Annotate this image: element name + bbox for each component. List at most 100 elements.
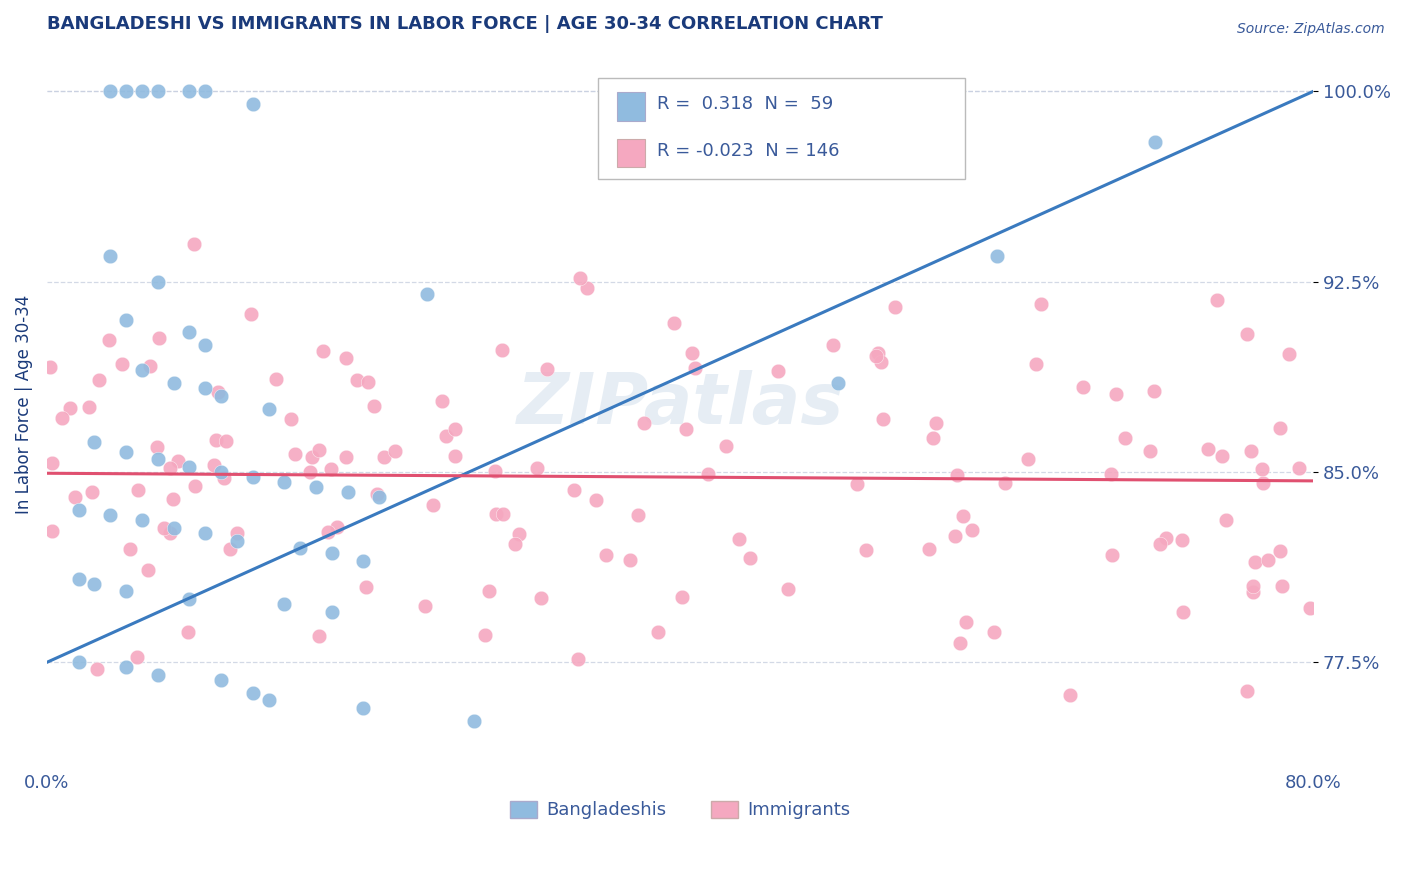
Point <box>368 491 391 505</box>
Point <box>943 529 966 543</box>
FancyBboxPatch shape <box>617 138 644 168</box>
Text: R =  0.318  N =  59: R = 0.318 N = 59 <box>657 95 834 113</box>
Point <box>1236 327 1258 342</box>
FancyBboxPatch shape <box>598 78 965 178</box>
Point <box>146 452 169 467</box>
Point <box>697 467 720 481</box>
Point <box>39 360 62 375</box>
Point <box>1244 555 1267 569</box>
Point <box>159 525 181 540</box>
Point <box>413 599 436 613</box>
Point <box>647 625 669 640</box>
Point <box>569 271 592 285</box>
Point <box>162 521 184 535</box>
Point <box>257 401 280 416</box>
Point <box>1240 444 1263 458</box>
Point <box>316 525 339 540</box>
Text: ZIPatlas: ZIPatlas <box>516 370 844 439</box>
Point <box>1101 548 1123 562</box>
Point <box>683 360 706 375</box>
Point <box>288 541 311 555</box>
Point <box>312 344 335 359</box>
Point <box>67 503 90 517</box>
Point <box>209 389 232 403</box>
Point <box>855 543 877 558</box>
Point <box>1288 460 1310 475</box>
Point <box>63 490 86 504</box>
Point <box>98 334 121 348</box>
Point <box>98 84 121 98</box>
Point <box>626 508 648 522</box>
Point <box>846 477 869 491</box>
Point <box>1031 297 1053 311</box>
Point <box>1114 431 1136 445</box>
Point <box>115 444 138 458</box>
Point <box>205 433 228 447</box>
Point <box>219 541 242 556</box>
Point <box>242 97 264 112</box>
Point <box>179 326 201 340</box>
Point <box>82 484 104 499</box>
Point <box>273 475 295 490</box>
Point <box>491 343 513 358</box>
Point <box>212 471 235 485</box>
Point <box>821 338 844 352</box>
Point <box>162 376 184 391</box>
Point <box>865 349 887 363</box>
Point <box>280 411 302 425</box>
Point <box>866 345 889 359</box>
Point <box>595 548 617 562</box>
Text: R = -0.023  N = 146: R = -0.023 N = 146 <box>657 142 839 160</box>
Point <box>463 714 485 728</box>
Point <box>384 444 406 458</box>
Point <box>51 410 73 425</box>
Point <box>41 456 63 470</box>
Point <box>162 491 184 506</box>
Text: Source: ZipAtlas.com: Source: ZipAtlas.com <box>1237 22 1385 37</box>
Point <box>922 431 945 445</box>
Point <box>827 376 849 391</box>
Point <box>138 359 160 373</box>
Point <box>120 541 142 556</box>
Point <box>1017 452 1039 467</box>
Point <box>131 363 153 377</box>
Point <box>492 507 515 521</box>
Point <box>321 605 343 619</box>
Point <box>273 597 295 611</box>
Point <box>1236 683 1258 698</box>
Point <box>257 693 280 707</box>
Point <box>925 416 948 430</box>
Point <box>98 249 121 263</box>
Point <box>675 422 697 436</box>
Point <box>1251 475 1274 490</box>
Point <box>326 520 349 534</box>
Point <box>87 373 110 387</box>
Point <box>1025 357 1047 371</box>
Point <box>67 572 90 586</box>
Point <box>567 651 589 665</box>
Point <box>363 399 385 413</box>
Point <box>115 584 138 599</box>
Point <box>353 701 375 715</box>
Point <box>335 351 357 365</box>
Point <box>484 464 506 478</box>
FancyBboxPatch shape <box>617 92 644 120</box>
Point <box>159 460 181 475</box>
Point <box>633 417 655 431</box>
Legend: Bangladeshis, Immigrants: Bangladeshis, Immigrants <box>502 793 858 827</box>
Point <box>194 338 217 352</box>
Point <box>148 331 170 345</box>
Point <box>1298 600 1320 615</box>
Point <box>416 287 439 301</box>
Point <box>284 447 307 461</box>
Point <box>225 526 247 541</box>
Point <box>1197 442 1219 457</box>
Point <box>1270 421 1292 435</box>
Point <box>179 459 201 474</box>
Point <box>422 498 444 512</box>
Point <box>1257 552 1279 566</box>
Point <box>530 591 553 606</box>
Point <box>127 483 149 497</box>
Point <box>444 421 467 435</box>
Point <box>776 582 799 596</box>
